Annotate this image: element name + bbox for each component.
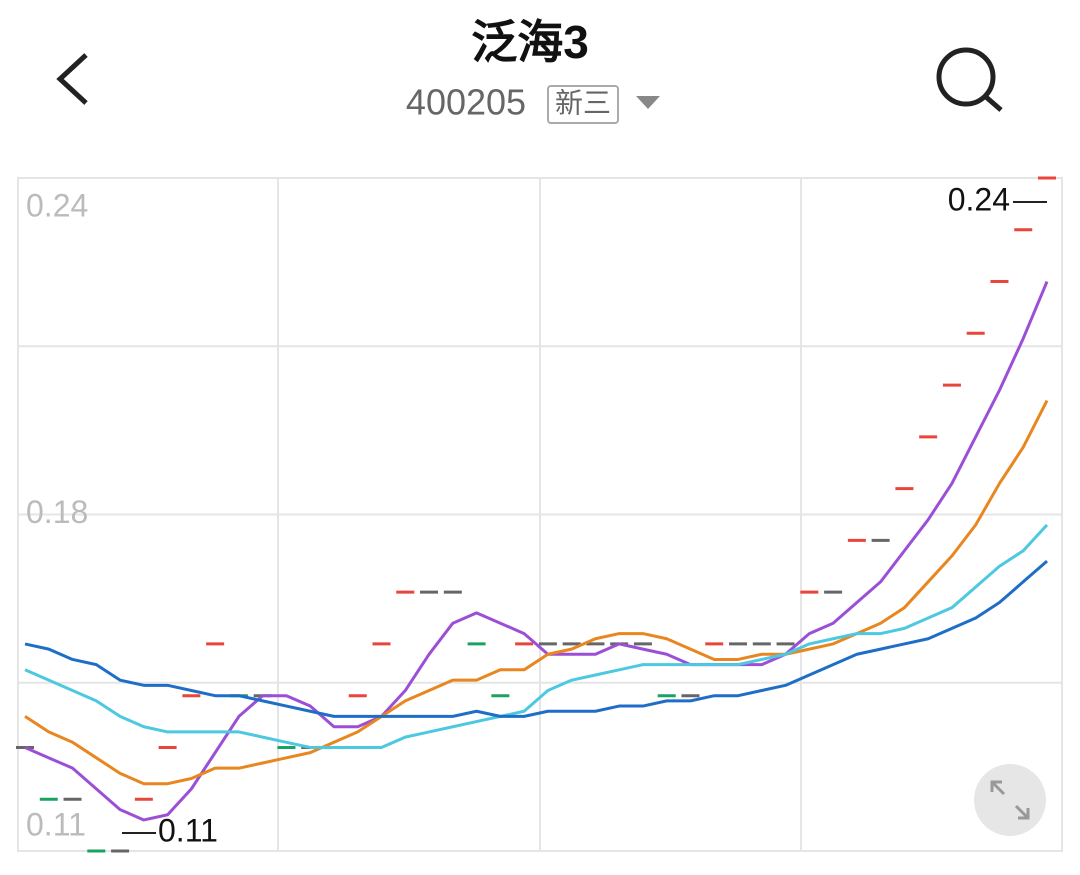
moving-average [24,523,1049,749]
market-label: 新三 [555,87,611,118]
y-tick-label: 0.18 [26,494,88,530]
moving-average [24,280,1049,822]
plot: 0.24 0.18 0.11 0.24 0.11 [16,176,1062,853]
back-button[interactable] [56,53,88,105]
y-tick-label: 0.11 [26,806,86,842]
search-button[interactable] [936,47,1003,112]
moving-average [24,559,1048,718]
y-tick-label: 0.24 [26,187,88,223]
min-label: 0.11 [158,812,218,848]
expand-button[interactable] [974,764,1046,836]
moving-average [24,399,1049,786]
dropdown-arrow[interactable] [636,96,660,109]
stock-code: 400205 [406,82,526,123]
market-badge [547,85,619,124]
stock-title: 泛海3 [471,16,589,68]
max-label: 0.24 [948,181,1010,217]
